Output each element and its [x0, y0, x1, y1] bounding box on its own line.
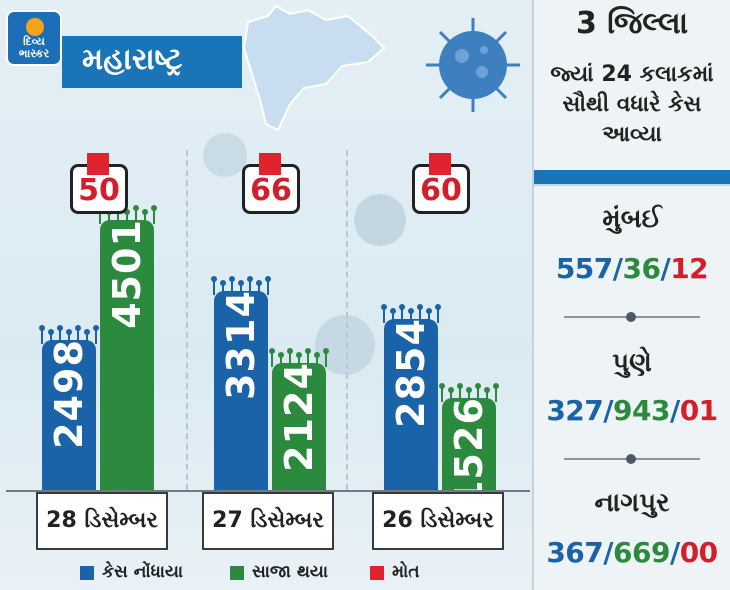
city-cases: 557: [555, 252, 613, 285]
city-deaths: 12: [670, 252, 709, 285]
bar-recovered: 1526: [439, 383, 499, 507]
stat-separator: /: [660, 252, 671, 285]
divider-dot: [626, 454, 636, 464]
date-label: 26 ડિસેમ્બર: [372, 492, 504, 550]
group-separator: [346, 150, 348, 490]
bar-recovered: 2124: [269, 348, 329, 490]
city-divider: [564, 454, 700, 464]
bar-cases: 2498: [39, 325, 99, 490]
city-divider: [564, 312, 700, 322]
bar-value-label: 3314: [219, 290, 263, 400]
city-cases: 327: [546, 394, 604, 427]
bar-recovered: 4501: [97, 205, 157, 490]
virus-bg-icon: [203, 133, 247, 177]
logo-text: દિવ્ય ભાસ્કર: [18, 35, 50, 60]
virus-bg-icon: [315, 315, 375, 375]
city-name: નાગપુર: [594, 488, 670, 518]
state-title-band: મહારાષ્ટ્ર: [62, 36, 242, 88]
death-marker-icon: [429, 153, 451, 175]
death-value-label: 60: [420, 173, 462, 208]
city-stats: 557/36/12: [534, 252, 730, 285]
bar-cases: 3314: [211, 276, 271, 490]
brand-logo: દિવ્ય ભાસ્કર: [6, 10, 62, 66]
death-value-label: 66: [250, 173, 292, 208]
legend-label: મોત: [392, 562, 420, 582]
legend-label: સાજા થયા: [252, 562, 328, 582]
bar-value-label: 4501: [105, 219, 149, 329]
death-value-label: 50: [78, 173, 120, 208]
city-recovered: 669: [613, 536, 670, 569]
death-marker-icon: [259, 153, 281, 175]
stat-separator: /: [612, 252, 623, 285]
date-label: 28 ડિસેમ્બર: [36, 492, 168, 550]
districts-heading: 3 જિલ્લા જ્યાં 24 કલાકમાં સૌથી વધારે કેસ…: [534, 0, 730, 160]
virus-spikes-icon: [39, 325, 99, 344]
state-title: મહારાષ્ટ્ર: [82, 42, 183, 77]
virus-icon: [426, 18, 520, 112]
city-cases: 367: [546, 536, 604, 569]
city-stats: 367/669/00: [534, 536, 730, 569]
city-recovered: 943: [613, 394, 670, 427]
legend-swatch: [370, 566, 384, 580]
date-label: 27 ડિસેમ્બર: [202, 492, 334, 550]
virus-spikes-icon: [269, 348, 329, 367]
city-deaths: 01: [679, 394, 718, 427]
date-label-text: 26 ડિસેમ્બર: [382, 508, 494, 533]
districts-panel: 3 જિલ્લા જ્યાં 24 કલાકમાં સૌથી વધારે કેસ…: [534, 0, 730, 590]
virus-bg-icon: [354, 194, 406, 246]
date-label-text: 27 ડિસેમ્બર: [212, 508, 324, 533]
bar-value-label: 1526: [447, 397, 491, 507]
districts-heading-title: 3 જિલ્લા: [575, 6, 689, 41]
bar-deaths: 50: [70, 153, 128, 214]
group-separator: [186, 150, 188, 490]
bar-value-label: 2124: [277, 362, 321, 472]
virus-spikes-icon: [439, 383, 499, 402]
city-name: પુણે: [612, 348, 652, 378]
virus-spikes-icon: [211, 276, 271, 295]
death-marker-icon: [87, 153, 109, 175]
date-label-text: 28 ડિસેમ્બર: [46, 508, 158, 533]
divider-dot: [626, 312, 636, 322]
bar-value-label: 2498: [47, 339, 91, 449]
panel-separator: [534, 170, 730, 184]
city-recovered: 36: [622, 252, 661, 285]
stat-separator: /: [669, 536, 680, 569]
stat-separator: /: [669, 394, 680, 427]
panel-divider: [532, 0, 534, 590]
x-axis-line: [6, 490, 530, 492]
city-name: મુંબઈ: [602, 204, 662, 234]
bar-deaths: 66: [242, 153, 300, 214]
bar-cases: 2854: [381, 304, 441, 490]
legend-swatch: [80, 566, 94, 580]
bar-value-label: 2854: [389, 318, 433, 428]
districts-heading-subtitle: જ્યાં 24 કલાકમાં સૌથી વધારે કેસ આવ્યા: [550, 62, 714, 147]
maharashtra-map-icon: [242, 4, 386, 132]
city-deaths: 00: [679, 536, 718, 569]
stat-separator: /: [603, 394, 614, 427]
sun-icon: [26, 18, 44, 36]
legend: કેસ નોંધાયા સાજા થયા મોત: [0, 554, 532, 590]
city-stats: 327/943/01: [534, 394, 730, 427]
chart-panel: દિવ્ય ભાસ્કર મહારાષ્ટ્ર: [0, 0, 532, 590]
legend-label: કેસ નોંધાયા: [102, 562, 184, 582]
stat-separator: /: [603, 536, 614, 569]
panel-separator: [534, 184, 730, 186]
legend-swatch: [230, 566, 244, 580]
bar-deaths: 60: [412, 153, 470, 214]
virus-spikes-icon: [381, 304, 441, 323]
